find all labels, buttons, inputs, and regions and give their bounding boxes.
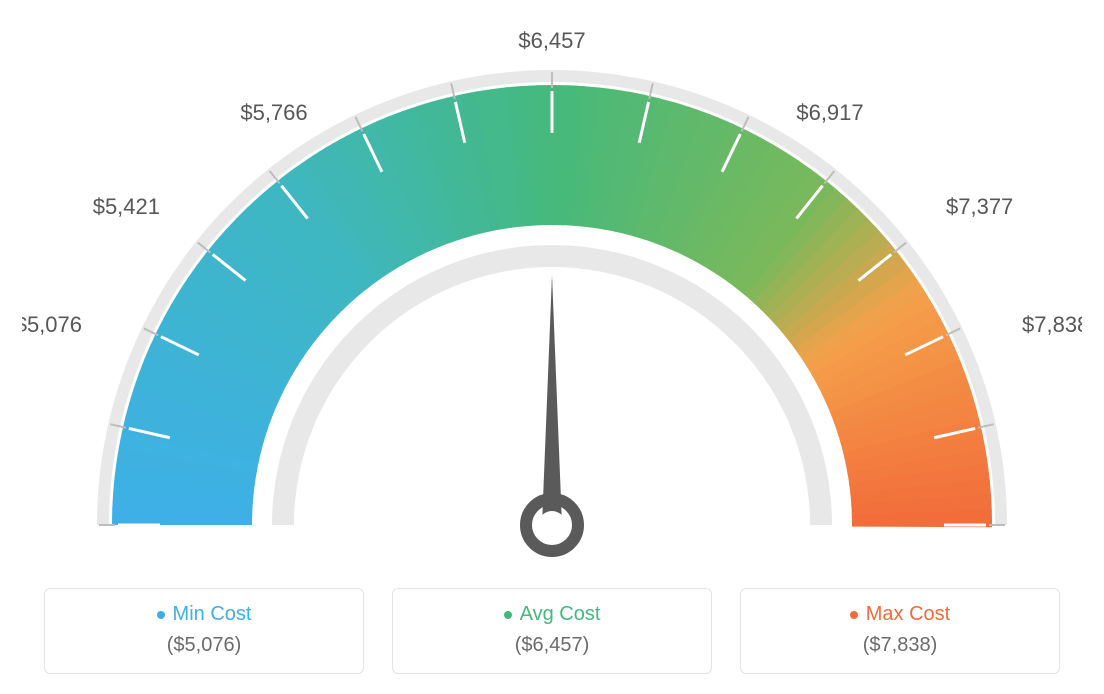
legend-label-max: Max Cost <box>866 603 950 626</box>
legend-title-min: Min Cost <box>55 603 353 626</box>
legend-card-avg: Avg Cost ($6,457) <box>392 588 712 674</box>
cost-gauge-chart: $5,076 $5,421 $5,766 $6,457 $6,917 $7,377 $7,8… <box>22 20 1082 674</box>
dot-max-icon <box>850 611 858 619</box>
dot-min-icon <box>157 611 165 619</box>
legend-card-max: Max Cost ($7,838) <box>740 588 1060 674</box>
legend-label-min: Min Cost <box>173 603 252 626</box>
gauge-tick-label: $7,838 <box>1022 312 1082 337</box>
gauge-tick-label: $5,076 <box>22 312 82 337</box>
gauge-svg: $5,076 $5,421 $5,766 $6,457 $6,917 $7,377 $7,8… <box>22 20 1082 560</box>
legend-label-avg: Avg Cost <box>520 603 601 626</box>
legend-value-min: ($5,076) <box>55 634 353 657</box>
legend-value-max: ($7,838) <box>751 634 1049 657</box>
gauge-tick-label: $5,421 <box>93 194 160 219</box>
dot-avg-icon <box>504 611 512 619</box>
gauge-tick-label: $6,917 <box>796 100 863 125</box>
legend-title-avg: Avg Cost <box>403 603 701 626</box>
gauge-tick-label: $6,457 <box>518 28 585 53</box>
legend-card-min: Min Cost ($5,076) <box>44 588 364 674</box>
legend-value-avg: ($6,457) <box>403 634 701 657</box>
legend-row: Min Cost ($5,076) Avg Cost ($6,457) Max … <box>22 588 1082 674</box>
legend-title-max: Max Cost <box>751 603 1049 626</box>
gauge-tick-label: $5,766 <box>240 100 307 125</box>
gauge-tick-label: $7,377 <box>946 194 1013 219</box>
